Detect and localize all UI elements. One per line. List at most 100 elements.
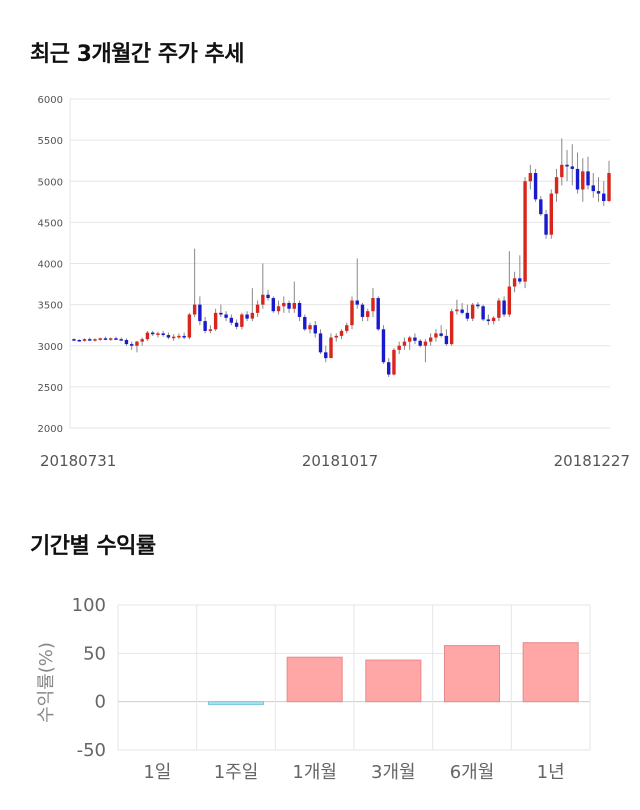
returns-y-tick-label: 50	[83, 643, 106, 664]
candle-body	[491, 317, 496, 322]
candle-body	[549, 193, 554, 235]
candle-body	[171, 336, 176, 339]
candle-body	[297, 302, 302, 317]
candle-body	[82, 339, 87, 341]
returns-y-axis-label: 수익률(%)	[36, 642, 57, 723]
candle-body	[355, 300, 359, 305]
candle-body	[135, 341, 139, 346]
price-y-tick-label: 3500	[38, 301, 63, 312]
candle-body	[303, 316, 307, 330]
candle-body	[219, 312, 223, 315]
candle-body	[77, 339, 81, 342]
candle-body	[497, 300, 501, 318]
candle-body	[512, 278, 517, 287]
date-label-middle: 20181017	[302, 452, 378, 470]
candle-body	[345, 325, 349, 331]
candle-body	[119, 339, 123, 341]
candle-body	[596, 191, 601, 194]
candle-body	[318, 333, 323, 353]
candle-body	[360, 304, 365, 317]
candle-body	[98, 338, 102, 340]
returns-bar	[443, 645, 501, 703]
candle-body	[376, 298, 380, 330]
candle-body	[109, 338, 113, 340]
candle-body	[192, 304, 197, 315]
returns-category-label: 1일	[143, 762, 171, 783]
price-y-tick-label: 2500	[38, 383, 63, 394]
candle-body	[387, 362, 391, 375]
date-label-start: 20180731	[40, 452, 116, 470]
date-label-end: 20181227	[554, 452, 630, 470]
candle-body	[161, 333, 165, 336]
candle-body	[187, 314, 192, 338]
candle-body	[261, 294, 265, 305]
candle-body	[544, 214, 548, 235]
returns-category-label: 6개월	[450, 762, 495, 783]
candle-body	[129, 344, 134, 346]
candle-body	[271, 298, 276, 312]
candle-body	[150, 332, 155, 335]
candle-body	[72, 339, 76, 341]
returns-y-tick-label: -50	[77, 740, 106, 761]
returns-bar	[207, 701, 265, 706]
candle-body	[308, 325, 312, 330]
candle-body	[93, 339, 97, 341]
returns-category-label: 1개월	[292, 762, 337, 783]
candle-body	[402, 341, 407, 346]
candle-body	[381, 329, 386, 363]
candle-body	[234, 322, 239, 327]
candle-body	[481, 306, 485, 320]
price-y-tick-label: 2000	[38, 424, 63, 435]
candle-body	[523, 181, 527, 282]
candle-body	[586, 171, 590, 186]
candle-body	[554, 177, 559, 194]
price-y-tick-label: 4500	[38, 218, 63, 229]
candle-body	[245, 314, 249, 319]
candle-body	[313, 325, 317, 334]
candle-body	[140, 339, 144, 342]
returns-y-tick-label: 100	[72, 595, 106, 616]
candle-body	[371, 298, 375, 312]
candle-body	[177, 335, 181, 338]
returns-y-tick-label: 0	[95, 692, 106, 713]
candle-body	[465, 312, 470, 319]
candle-body	[208, 329, 213, 331]
candle-body	[591, 185, 595, 192]
candle-body	[145, 332, 150, 340]
stock-candlestick-chart: 2000 2500 3000 3500 4000 4500 5000 5500 6000 2018…	[38, 95, 630, 470]
candle-body	[413, 337, 417, 341]
candle-body	[282, 302, 286, 307]
candle-body	[439, 333, 443, 336]
returns-title: 기간별 수익률	[30, 534, 156, 559]
candle-body	[407, 337, 412, 342]
candle-body	[203, 321, 207, 331]
candle-body	[575, 168, 580, 190]
price-y-tick-label: 3000	[38, 342, 63, 353]
candle-body	[198, 304, 202, 322]
candle-body	[565, 164, 569, 167]
candle-body	[366, 311, 370, 317]
candle-body	[423, 341, 428, 346]
candle-body	[182, 335, 186, 338]
candle-body	[455, 309, 459, 312]
candle-body	[570, 166, 574, 169]
price-y-tick-label: 5500	[38, 136, 63, 147]
candle-body	[350, 300, 354, 326]
candle-body	[518, 278, 522, 282]
candle-body	[397, 345, 401, 350]
price-y-tick-label: 4000	[38, 260, 63, 271]
candle-body	[250, 312, 255, 319]
candle-body	[329, 337, 333, 359]
returns-category-label: 1주일	[214, 762, 259, 783]
candle-body	[602, 193, 606, 201]
returns-bar	[365, 659, 422, 703]
candle-body	[444, 335, 449, 345]
candle-body	[229, 317, 234, 323]
candle-body	[156, 333, 160, 335]
candle-body	[292, 302, 296, 309]
candle-body	[539, 199, 543, 215]
candle-body	[339, 330, 344, 336]
candle-body	[428, 337, 433, 342]
candle-body	[507, 286, 512, 315]
